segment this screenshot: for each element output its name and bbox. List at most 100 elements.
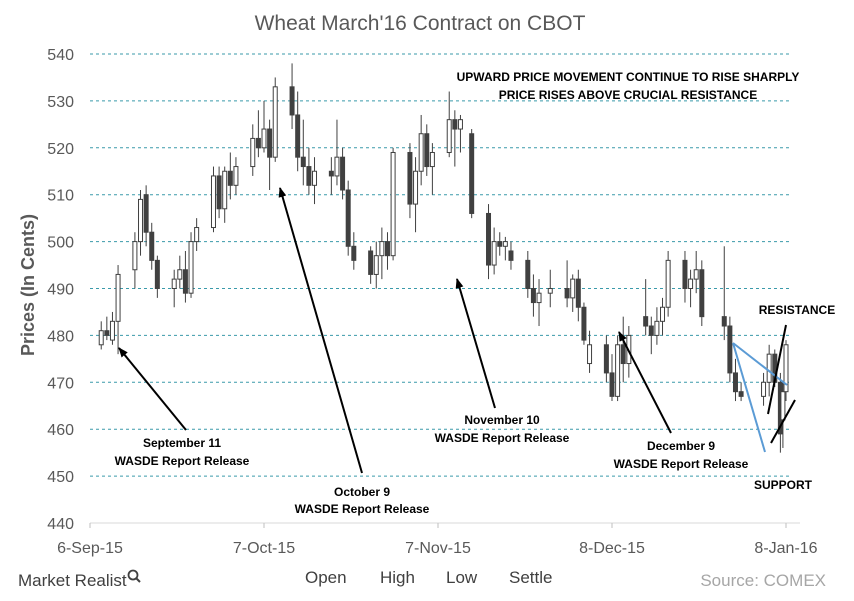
candle [233,157,239,195]
y-tick-label: 440 [47,516,74,533]
candle-body [413,170,419,205]
candle [693,250,699,294]
candle-body [587,344,593,365]
candle [351,232,357,270]
y-tick-label: 520 [47,141,74,158]
candle [418,114,424,186]
candle [620,316,626,383]
candle [132,232,138,289]
candle [182,250,188,303]
candle-body [620,344,626,365]
candle-body [182,269,188,294]
candle-body [575,278,581,308]
candle [177,255,183,289]
candle [654,307,660,345]
candle-body [688,278,694,289]
candle-body [328,170,334,177]
candle [486,204,492,280]
candle [345,180,351,256]
candle-body [547,288,553,294]
candle-body [407,151,413,205]
candle-body [295,114,301,158]
candle-body [508,250,514,261]
candle-body [727,325,733,374]
candle-body [177,269,183,280]
candle [761,372,767,406]
oct9-label-2: WASDE Report Release [295,502,430,516]
candle [452,110,458,167]
candle-body [469,133,475,214]
x-tick-labels: 6-Sep-15 7-Oct-15 7-Nov-15 8-Dec-15 8-Jan-16 [57,523,818,557]
candle-body [233,166,239,186]
candle-body [272,86,278,158]
candle-body [138,198,144,243]
x-tick-label: 8-Jan-16 [754,540,817,557]
candle [210,166,216,233]
candle [536,279,542,327]
candle-body [732,372,738,393]
candle-body [250,137,256,168]
candle [564,260,570,308]
candle-body [660,306,666,322]
candle [171,269,177,308]
candle [104,316,110,341]
candle [603,335,609,383]
candle-body [418,133,424,172]
legend-settle: Settle [509,568,552,587]
candle-body [761,381,767,397]
candle-body [581,306,587,341]
oct9-label-1: October 9 [334,485,390,499]
candle [149,222,155,270]
candle [154,255,160,298]
candle-body [222,170,228,210]
candle [497,232,503,256]
y-tick-labels: 440 450 460 470 480 490 500 510 520 530 540 [47,47,74,533]
candle [648,316,654,355]
candle-body [783,344,789,393]
candle-body [780,391,786,421]
candle-body [306,166,312,186]
candle-body [210,175,216,229]
candle [109,311,115,345]
trendline-lower [732,342,766,453]
brand-name: Market Realist [18,571,127,590]
candle-body [227,170,233,186]
candle [575,269,581,322]
candle [587,330,593,373]
candle-body [452,119,458,130]
candle [660,297,666,336]
legend: Open High Low Settle [305,568,552,587]
candle [340,147,346,200]
candle-body [530,288,536,304]
candle-body [255,137,261,149]
candle-body [424,133,430,168]
y-tick-label: 540 [47,47,74,64]
candle [261,100,267,153]
candle-body [721,316,727,327]
candle [272,77,278,162]
arrow-nov10 [455,278,496,409]
candle-body [693,269,699,280]
candle [581,302,587,345]
dec9-label-1: December 9 [647,439,715,453]
magnifier-icon [127,569,141,583]
candle-body [188,241,194,294]
candle-body [615,344,621,397]
candle [491,227,497,275]
candle-body [699,269,705,318]
candle [368,246,374,284]
candle [429,143,435,195]
candle [424,124,430,176]
candle [194,218,200,251]
arrow-support [770,399,796,444]
arrow-sep11 [118,347,187,431]
x-tick-label: 7-Oct-15 [233,540,295,557]
candle-body [738,391,744,397]
candle-body [564,288,570,299]
candle-body [149,231,155,261]
candles [98,63,789,453]
candle-body [609,372,615,397]
candle-body [289,86,295,116]
candle [609,354,615,402]
